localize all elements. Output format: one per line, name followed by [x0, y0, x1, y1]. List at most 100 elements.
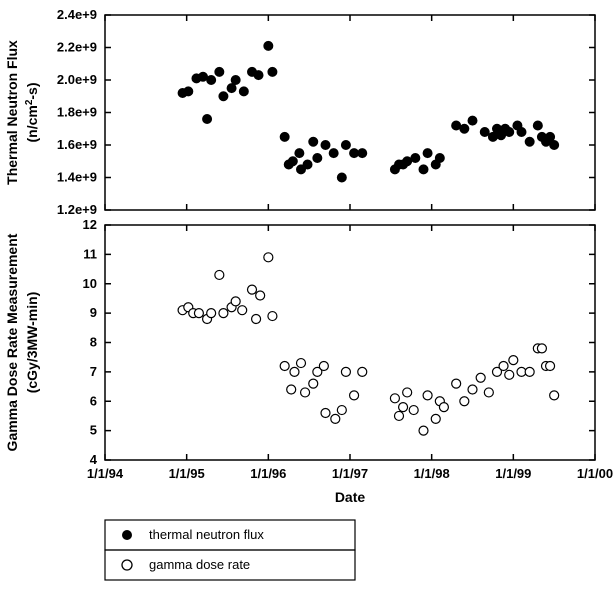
data-point: [350, 149, 359, 158]
data-point: [252, 315, 261, 324]
data-point: [525, 367, 534, 376]
bottom-panel-frame: [105, 225, 595, 460]
data-point: [419, 426, 428, 435]
legend-marker-filled-icon: [122, 530, 132, 540]
data-point: [341, 141, 350, 150]
data-point: [287, 385, 296, 394]
data-point: [509, 356, 518, 365]
svg-text:11: 11: [83, 246, 97, 261]
data-point: [505, 370, 514, 379]
svg-text:7: 7: [90, 364, 97, 379]
svg-text:Thermal Neutron Flux: Thermal Neutron Flux: [4, 40, 20, 185]
svg-text:1.4e+9: 1.4e+9: [57, 170, 97, 185]
data-point: [476, 373, 485, 382]
data-point: [303, 160, 312, 169]
data-point: [199, 72, 208, 81]
chart-svg: 1.2e+91.4e+91.6e+91.8e+92.0e+92.2e+92.4e…: [0, 0, 615, 614]
x-axis-label: Date: [335, 489, 366, 505]
data-point: [313, 154, 322, 163]
data-point: [331, 414, 340, 423]
data-point: [219, 92, 228, 101]
svg-text:1.2e+9: 1.2e+9: [57, 202, 97, 217]
data-point: [295, 149, 304, 158]
svg-text:2.2e+9: 2.2e+9: [57, 40, 97, 55]
data-point: [280, 132, 289, 141]
data-point: [288, 157, 297, 166]
svg-text:1/1/96: 1/1/96: [250, 466, 286, 481]
data-point: [184, 87, 193, 96]
data-point: [207, 309, 216, 318]
data-point: [215, 270, 224, 279]
svg-text:12: 12: [83, 217, 97, 232]
data-point: [319, 362, 328, 371]
data-point: [290, 367, 299, 376]
data-point: [431, 414, 440, 423]
data-point: [254, 71, 263, 80]
data-point: [280, 362, 289, 371]
data-point: [399, 403, 408, 412]
data-point: [227, 84, 236, 93]
bottom-ylabel: Gamma Dose Rate Measurement(cGy/3MW-min): [4, 233, 40, 451]
svg-text:4: 4: [90, 452, 98, 467]
data-point: [452, 379, 461, 388]
svg-text:1/1/97: 1/1/97: [332, 466, 368, 481]
data-point: [309, 379, 318, 388]
data-point: [423, 391, 432, 400]
data-point: [409, 406, 418, 415]
legend-marker-open-icon: [122, 560, 132, 570]
svg-text:1/1/99: 1/1/99: [495, 466, 531, 481]
data-point: [452, 121, 461, 130]
data-point: [505, 128, 514, 137]
data-point: [460, 124, 469, 133]
data-point: [309, 137, 318, 146]
data-point: [403, 388, 412, 397]
data-point: [499, 362, 508, 371]
data-point: [321, 141, 330, 150]
data-point: [301, 388, 310, 397]
data-point: [248, 285, 257, 294]
data-point: [239, 87, 248, 96]
data-point: [219, 309, 228, 318]
top-ylabel: Thermal Neutron Flux(n/cm2-s): [4, 40, 40, 185]
data-point: [546, 362, 555, 371]
data-point: [550, 391, 559, 400]
data-point: [468, 385, 477, 394]
neutron-flux-series: [178, 41, 559, 182]
data-point: [484, 388, 493, 397]
data-point: [468, 116, 477, 125]
svg-text:2.4e+9: 2.4e+9: [57, 7, 97, 22]
data-point: [268, 312, 277, 321]
svg-text:1/1/98: 1/1/98: [414, 466, 450, 481]
data-point: [329, 149, 338, 158]
data-point: [411, 154, 420, 163]
data-point: [231, 76, 240, 85]
svg-text:Gamma Dose Rate Measurement: Gamma Dose Rate Measurement: [4, 233, 20, 451]
svg-text:1/1/94: 1/1/94: [87, 466, 124, 481]
svg-text:10: 10: [83, 276, 97, 291]
data-point: [537, 344, 546, 353]
data-point: [546, 132, 555, 141]
svg-text:5: 5: [90, 423, 97, 438]
svg-text:1.6e+9: 1.6e+9: [57, 137, 97, 152]
data-point: [341, 367, 350, 376]
data-point: [460, 397, 469, 406]
svg-text:(n/cm2-s): (n/cm2-s): [24, 82, 40, 142]
data-point: [403, 157, 412, 166]
data-point: [207, 76, 216, 85]
data-point: [264, 41, 273, 50]
data-point: [215, 67, 224, 76]
svg-text:9: 9: [90, 305, 97, 320]
data-point: [419, 165, 428, 174]
data-point: [435, 154, 444, 163]
data-point: [358, 367, 367, 376]
data-point: [194, 309, 203, 318]
legend-label: gamma dose rate: [149, 557, 250, 572]
legend-label: thermal neutron flux: [149, 527, 264, 542]
data-point: [268, 67, 277, 76]
data-point: [264, 253, 273, 262]
data-point: [517, 128, 526, 137]
gamma-dose-series: [178, 253, 559, 435]
data-point: [423, 149, 432, 158]
top-panel-frame: [105, 15, 595, 210]
data-point: [238, 306, 247, 315]
